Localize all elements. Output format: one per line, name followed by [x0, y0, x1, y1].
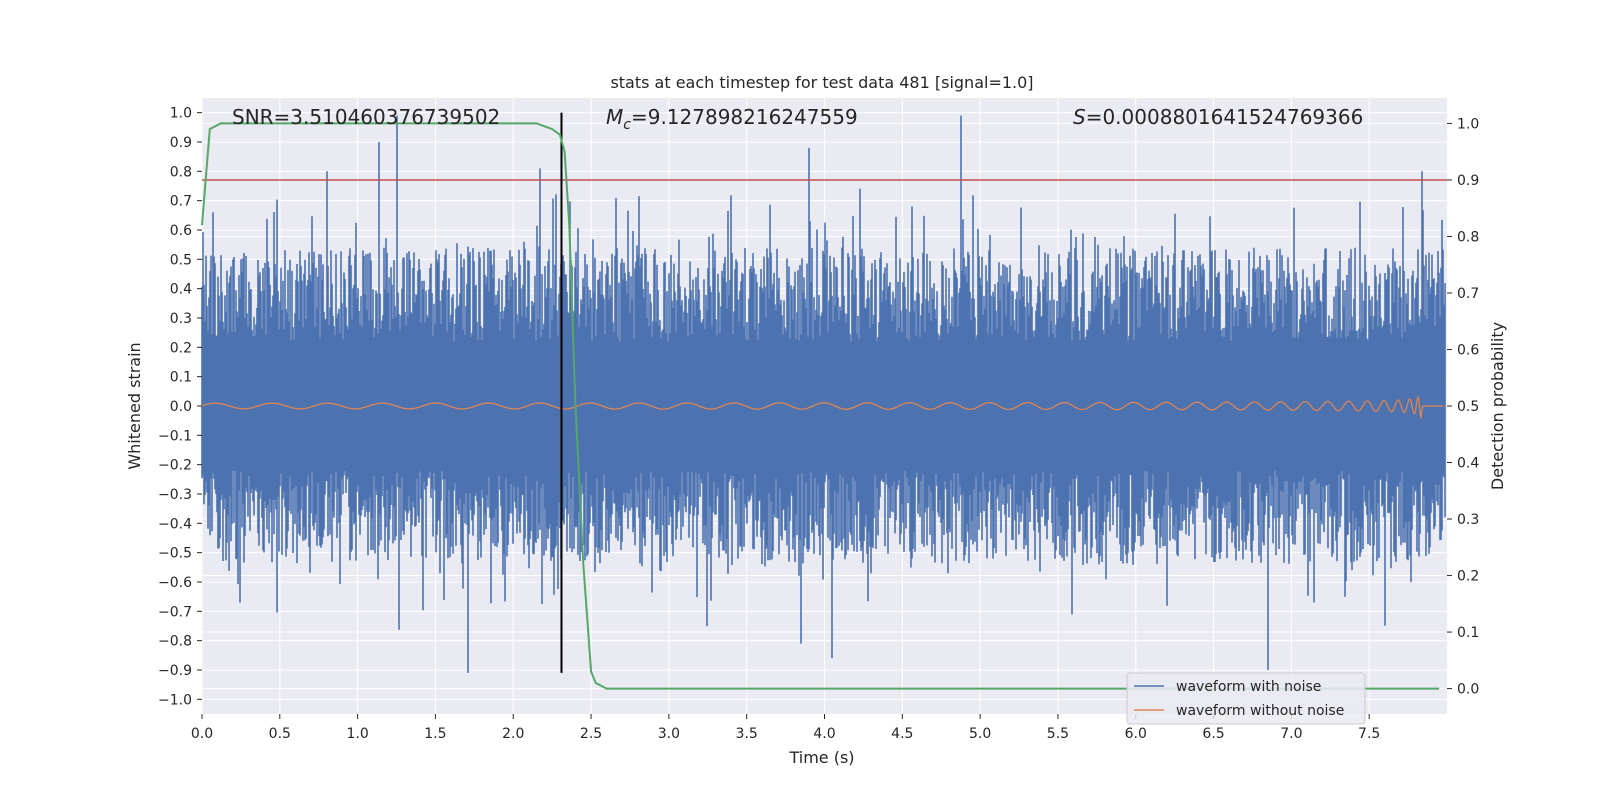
x-tick-label: 6.0 — [1125, 726, 1147, 742]
left-y-tick-label: −0.2 — [158, 458, 192, 474]
probability-trace — [201, 122, 1440, 690]
chirp-mass-symbol: M — [606, 105, 623, 129]
x-tick-label: 4.0 — [813, 726, 835, 742]
right-y-tick-label: 1.0 — [1457, 116, 1479, 132]
right-y-tick-label: 0.4 — [1457, 456, 1479, 472]
left-y-tick-label: 0.1 — [170, 370, 192, 386]
left-y-tick-label: 0.9 — [170, 135, 192, 151]
right-y-tick-label: 0.5 — [1457, 399, 1479, 415]
legend: waveform with noise waveform without noi… — [1126, 672, 1366, 725]
left-y-axis-ticks: 1.0 0.9 0.8 0.7 0.6 0.5 0.4 0.3 0.2 0.1 0.0 −0.1 −0.… — [158, 106, 202, 708]
left-y-tick-label: 0.5 — [170, 252, 192, 268]
series-detection-probability — [201, 122, 1440, 690]
left-y-tick-label: 0.2 — [170, 340, 192, 356]
x-tick-label: 7.0 — [1280, 726, 1302, 742]
chirp-mass-value: =9.127898216247559 — [631, 105, 858, 129]
x-tick-label: 0.0 — [191, 726, 213, 742]
right-y-tick-label: 0.6 — [1457, 342, 1479, 358]
x-tick-label: 6.5 — [1202, 726, 1224, 742]
left-y-tick-label: 0.4 — [170, 282, 192, 298]
series-waveform-without-noise — [201, 395, 1444, 420]
legend-label-clean: waveform without noise — [1176, 703, 1344, 719]
chart-title: stats at each timestep for test data 481… — [610, 73, 1033, 92]
s-value: =0.0008801641524769366 — [1086, 105, 1364, 129]
left-y-tick-label: −1.0 — [158, 692, 192, 708]
right-y-tick-label: 0.8 — [1457, 229, 1479, 245]
x-tick-label: 3.5 — [736, 726, 758, 742]
x-tick-label: 3.0 — [658, 726, 680, 742]
x-tick-label: 5.0 — [969, 726, 991, 742]
x-axis-ticks: 0.0 0.5 1.0 1.5 2.0 2.5 3.0 3.5 4.0 4.5 5.0 5.5 6.0 6… — [191, 714, 1380, 742]
left-y-tick-label: 0.3 — [170, 311, 192, 327]
left-y-axis-title: Whitened strain — [125, 342, 144, 469]
left-y-tick-label: −0.8 — [158, 634, 192, 650]
right-y-axis-ticks: 1.0 0.9 0.8 0.7 0.6 0.5 0.4 0.3 0.2 0.1 0.0 — [1447, 116, 1479, 698]
x-tick-label: 0.5 — [269, 726, 291, 742]
right-y-tick-label: 0.0 — [1457, 682, 1479, 698]
x-tick-label: 1.0 — [346, 726, 368, 742]
right-y-tick-label: 0.9 — [1457, 173, 1479, 189]
left-y-tick-label: 0.0 — [170, 399, 192, 415]
left-y-tick-label: −0.9 — [158, 663, 192, 679]
legend-label-noise: waveform with noise — [1176, 679, 1321, 695]
reference-lines — [202, 112, 1447, 673]
left-y-tick-label: −0.4 — [158, 516, 192, 532]
right-y-tick-label: 0.7 — [1457, 286, 1479, 302]
x-tick-label: 4.5 — [891, 726, 913, 742]
left-y-tick-label: 1.0 — [170, 106, 192, 122]
clean-waveform-trace — [201, 395, 1444, 420]
right-y-axis-title: Detection probability — [1488, 322, 1507, 490]
x-tick-label: 7.5 — [1358, 726, 1380, 742]
legend-box — [1126, 672, 1366, 725]
s-annotation: S=0.0008801641524769366 — [1073, 105, 1363, 129]
left-y-tick-label: −0.5 — [158, 546, 192, 562]
chirp-mass-subscript: c — [623, 117, 631, 133]
x-tick-label: 5.5 — [1047, 726, 1069, 742]
right-y-tick-label: 0.3 — [1457, 512, 1479, 528]
chirp-mass-annotation: Mc=9.127898216247559 — [606, 105, 858, 133]
left-y-tick-label: 0.7 — [170, 194, 192, 210]
left-y-tick-label: −0.6 — [158, 575, 192, 591]
x-tick-label: 2.5 — [580, 726, 602, 742]
left-y-tick-label: −0.7 — [158, 604, 192, 620]
x-tick-label: 1.5 — [424, 726, 446, 742]
snr-annotation: SNR=3.510460376739502 — [232, 105, 500, 129]
x-axis-title: Time (s) — [788, 748, 854, 767]
right-y-tick-label: 0.1 — [1457, 625, 1479, 641]
right-y-tick-label: 0.2 — [1457, 569, 1479, 585]
s-symbol: S — [1073, 105, 1086, 129]
left-y-tick-label: −0.1 — [158, 428, 192, 444]
left-y-tick-label: −0.3 — [158, 487, 192, 503]
left-y-tick-label: 0.6 — [170, 223, 192, 239]
x-tick-label: 2.0 — [502, 726, 524, 742]
left-y-tick-label: 0.8 — [170, 164, 192, 180]
